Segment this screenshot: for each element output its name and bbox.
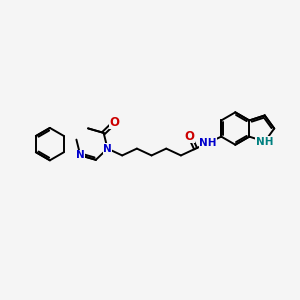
Text: O: O (185, 130, 195, 142)
Text: NH: NH (199, 138, 217, 148)
Text: NH: NH (256, 136, 274, 147)
Text: N: N (76, 150, 85, 160)
Text: O: O (109, 116, 119, 129)
Text: N: N (103, 144, 112, 154)
